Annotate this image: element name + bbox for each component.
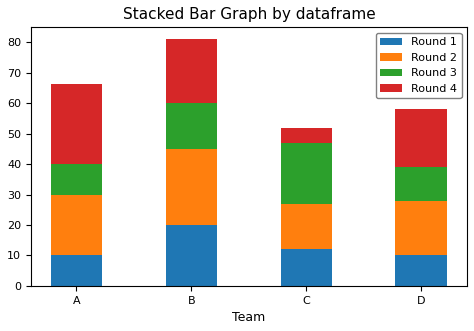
Bar [395, 255, 447, 286]
Legend: Round 1, Round 2, Round 3, Round 4: Round 1, Round 2, Round 3, Round 4 [375, 33, 462, 98]
Bar [51, 164, 102, 195]
Bar [395, 201, 447, 255]
Bar [51, 255, 102, 286]
X-axis label: Team: Team [232, 311, 265, 324]
Title: Stacked Bar Graph by dataframe: Stacked Bar Graph by dataframe [123, 7, 375, 22]
Bar [395, 109, 447, 167]
Bar [165, 39, 217, 103]
Bar [51, 83, 102, 164]
Bar [165, 149, 217, 225]
Bar [281, 204, 332, 249]
Bar [51, 195, 102, 255]
Bar [281, 143, 332, 204]
Bar [281, 249, 332, 286]
Bar [395, 167, 447, 201]
Bar [165, 103, 217, 149]
Bar [165, 225, 217, 286]
Bar [281, 128, 332, 143]
